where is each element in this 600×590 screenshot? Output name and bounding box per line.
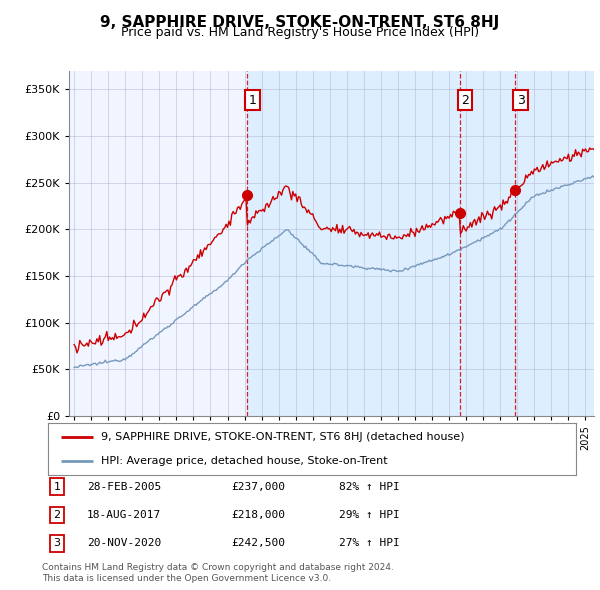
Text: This data is licensed under the Open Government Licence v3.0.: This data is licensed under the Open Gov… <box>42 574 331 583</box>
Text: 2: 2 <box>53 510 61 520</box>
Text: 29% ↑ HPI: 29% ↑ HPI <box>339 510 400 520</box>
Text: £242,500: £242,500 <box>231 539 285 548</box>
Text: 1: 1 <box>248 94 256 107</box>
Text: Price paid vs. HM Land Registry's House Price Index (HPI): Price paid vs. HM Land Registry's House … <box>121 26 479 39</box>
Text: £237,000: £237,000 <box>231 482 285 491</box>
Text: 9, SAPPHIRE DRIVE, STOKE-ON-TRENT, ST6 8HJ: 9, SAPPHIRE DRIVE, STOKE-ON-TRENT, ST6 8… <box>100 15 500 30</box>
Text: £218,000: £218,000 <box>231 510 285 520</box>
Text: 18-AUG-2017: 18-AUG-2017 <box>87 510 161 520</box>
Text: 3: 3 <box>517 94 524 107</box>
Text: 9, SAPPHIRE DRIVE, STOKE-ON-TRENT, ST6 8HJ (detached house): 9, SAPPHIRE DRIVE, STOKE-ON-TRENT, ST6 8… <box>101 432 464 442</box>
Text: 28-FEB-2005: 28-FEB-2005 <box>87 482 161 491</box>
Text: 20-NOV-2020: 20-NOV-2020 <box>87 539 161 548</box>
Text: 2: 2 <box>461 94 469 107</box>
Text: Contains HM Land Registry data © Crown copyright and database right 2024.: Contains HM Land Registry data © Crown c… <box>42 563 394 572</box>
Bar <box>247 71 594 416</box>
Text: HPI: Average price, detached house, Stoke-on-Trent: HPI: Average price, detached house, Stok… <box>101 456 388 466</box>
Text: 3: 3 <box>53 539 61 548</box>
Text: 82% ↑ HPI: 82% ↑ HPI <box>339 482 400 491</box>
Text: 27% ↑ HPI: 27% ↑ HPI <box>339 539 400 548</box>
Text: 1: 1 <box>53 482 61 491</box>
